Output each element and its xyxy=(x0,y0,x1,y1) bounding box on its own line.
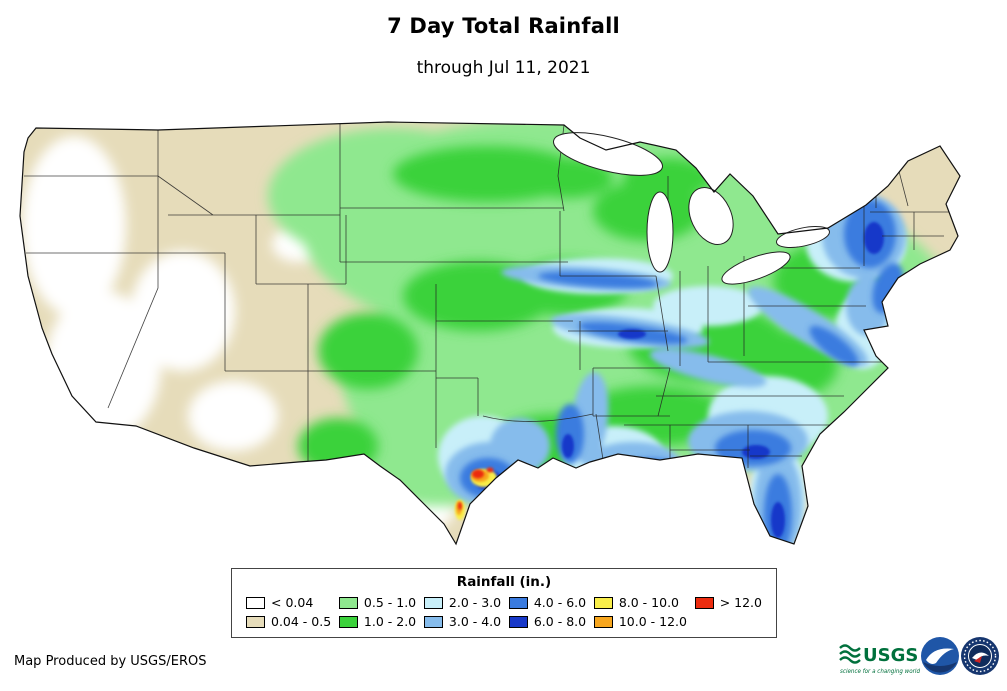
legend-swatch xyxy=(246,596,265,609)
usgs-logo: USGS science for a changing world xyxy=(839,644,920,675)
noaa-logo-icon xyxy=(921,637,959,675)
legend-entry: 0.04 - 0.5 xyxy=(246,614,331,629)
legend-entry: < 0.04 xyxy=(246,595,331,610)
legend-label: 3.0 - 4.0 xyxy=(448,614,502,629)
legend-entry: 8.0 - 10.0 xyxy=(593,595,687,610)
us-rainfall-map xyxy=(19,121,961,546)
lake-superior xyxy=(553,132,663,176)
legend-entry: 4.0 - 6.0 xyxy=(508,595,587,610)
legend-label: < 0.04 xyxy=(271,595,314,610)
legend-swatch xyxy=(246,615,265,628)
legend-swatch xyxy=(593,596,613,609)
legend-label: 0.04 - 0.5 xyxy=(271,614,332,629)
legend-label: 6.0 - 8.0 xyxy=(533,614,587,629)
legend-entry: 0.5 - 1.0 xyxy=(338,595,417,610)
lake-michigan xyxy=(646,191,674,273)
legend-entry: 6.0 - 8.0 xyxy=(508,614,587,629)
legend-label: > 12.0 xyxy=(719,595,762,610)
legend-swatch xyxy=(423,596,443,609)
legend-swatch xyxy=(338,596,358,609)
map-legend: Rainfall (in.) < 0.04 0.04 - 0.5 0.5 - 1… xyxy=(231,568,777,638)
usgs-logo-tagline: science for a changing world xyxy=(840,669,920,675)
lake-ontario xyxy=(776,226,830,248)
legend-entry: 10.0 - 12.0 xyxy=(593,614,687,629)
rain-layer-orange xyxy=(456,470,750,515)
great-lakes xyxy=(553,132,830,285)
legend-label: 8.0 - 10.0 xyxy=(618,595,679,610)
legend-label: 4.0 - 6.0 xyxy=(533,595,587,610)
state-borders xyxy=(24,124,952,468)
page-title: 7 Day Total Rainfall xyxy=(387,14,620,38)
usgs-wave-icon xyxy=(839,644,861,664)
legend-entry: > 12.0 xyxy=(694,595,762,610)
legend-swatch xyxy=(508,615,528,628)
page-subtitle: through Jul 11, 2021 xyxy=(416,58,591,78)
rain-layer-yellow xyxy=(455,469,753,520)
legend-entry: 1.0 - 2.0 xyxy=(338,614,417,629)
rain-layer-red-texas-hotspot xyxy=(458,467,494,510)
legend-label: 2.0 - 3.0 xyxy=(448,595,502,610)
legend-entries: < 0.04 0.04 - 0.5 0.5 - 1.0 1.0 - 2.0 2.… xyxy=(232,595,776,629)
nws-logo-icon xyxy=(961,637,999,675)
lake-huron xyxy=(688,187,734,245)
legend-swatch xyxy=(694,596,714,609)
us-outline xyxy=(19,121,961,546)
legend-label: 0.5 - 1.0 xyxy=(363,595,417,610)
legend-swatch xyxy=(593,615,613,628)
legend-label: 1.0 - 2.0 xyxy=(363,614,417,629)
legend-title: Rainfall (in.) xyxy=(456,574,552,590)
legend-swatch xyxy=(338,615,358,628)
legend-swatch xyxy=(508,596,528,609)
legend-entry: 2.0 - 3.0 xyxy=(423,595,502,610)
legend-label: 10.0 - 12.0 xyxy=(618,614,687,629)
map-credit: Map Produced by USGS/EROS xyxy=(14,654,207,669)
usgs-logo-text: USGS xyxy=(863,645,918,666)
lake-erie xyxy=(721,251,791,285)
legend-entry: 3.0 - 4.0 xyxy=(423,614,502,629)
legend-swatch xyxy=(423,615,443,628)
